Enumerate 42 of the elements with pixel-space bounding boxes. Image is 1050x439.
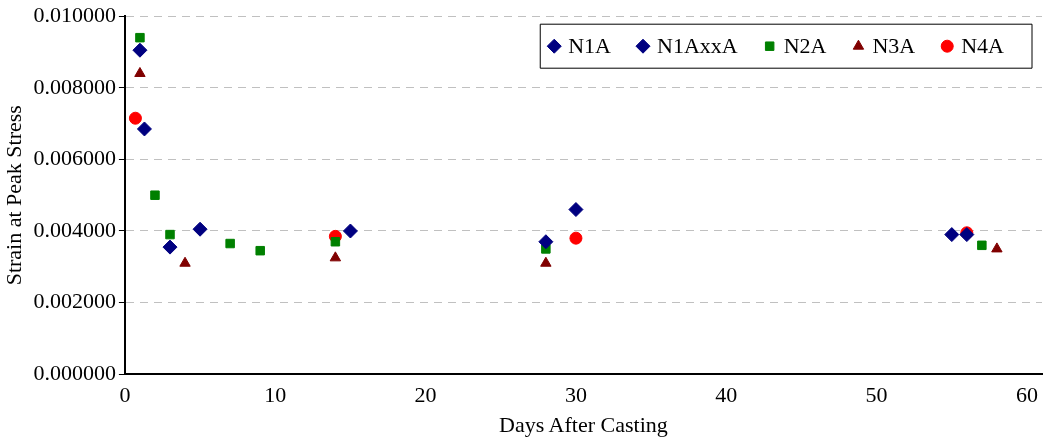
x-tick-label: 50 xyxy=(865,382,888,408)
x-tick-label: 30 xyxy=(564,382,587,408)
x-tick-label: 0 xyxy=(119,382,131,408)
x-tick-label: 40 xyxy=(715,382,738,408)
point xyxy=(225,238,235,249)
y-tick-label: 0.006000 xyxy=(33,145,116,171)
point xyxy=(128,111,142,125)
y-tick-label: 0.008000 xyxy=(33,73,116,99)
point xyxy=(255,245,265,256)
x-axis-title: Days After Casting xyxy=(499,411,668,437)
legend-label: N3A xyxy=(872,32,916,58)
point xyxy=(977,240,987,251)
point xyxy=(135,32,145,43)
point xyxy=(179,256,191,267)
point xyxy=(538,234,554,250)
y-tick-label: 0.004000 xyxy=(33,216,116,242)
point xyxy=(342,223,358,239)
point xyxy=(150,190,160,200)
legend-label: N4A xyxy=(961,32,1005,58)
point xyxy=(136,121,152,137)
point xyxy=(134,66,146,77)
y-tick-label: 0.010000 xyxy=(33,1,116,27)
point xyxy=(568,202,584,218)
point xyxy=(569,231,583,245)
y-axis-title: Strain at Peak Stress xyxy=(0,105,26,286)
point xyxy=(540,256,552,267)
point xyxy=(330,237,341,247)
legend-label: N2A xyxy=(783,32,827,58)
y-tick-label: 0.000000 xyxy=(33,359,116,385)
point xyxy=(192,221,208,237)
legend-label: N1A xyxy=(568,32,612,58)
point xyxy=(944,227,960,243)
point xyxy=(329,251,342,262)
y-tick-label: 0.002000 xyxy=(33,288,116,314)
x-tick-label: 20 xyxy=(414,382,437,408)
x-tick-label: 10 xyxy=(264,382,287,408)
x-tick-label: 60 xyxy=(1015,382,1038,408)
point xyxy=(165,229,175,240)
point xyxy=(991,242,1003,253)
point xyxy=(162,239,178,255)
point xyxy=(132,42,148,58)
legend-label: N1AxxA xyxy=(657,32,738,58)
